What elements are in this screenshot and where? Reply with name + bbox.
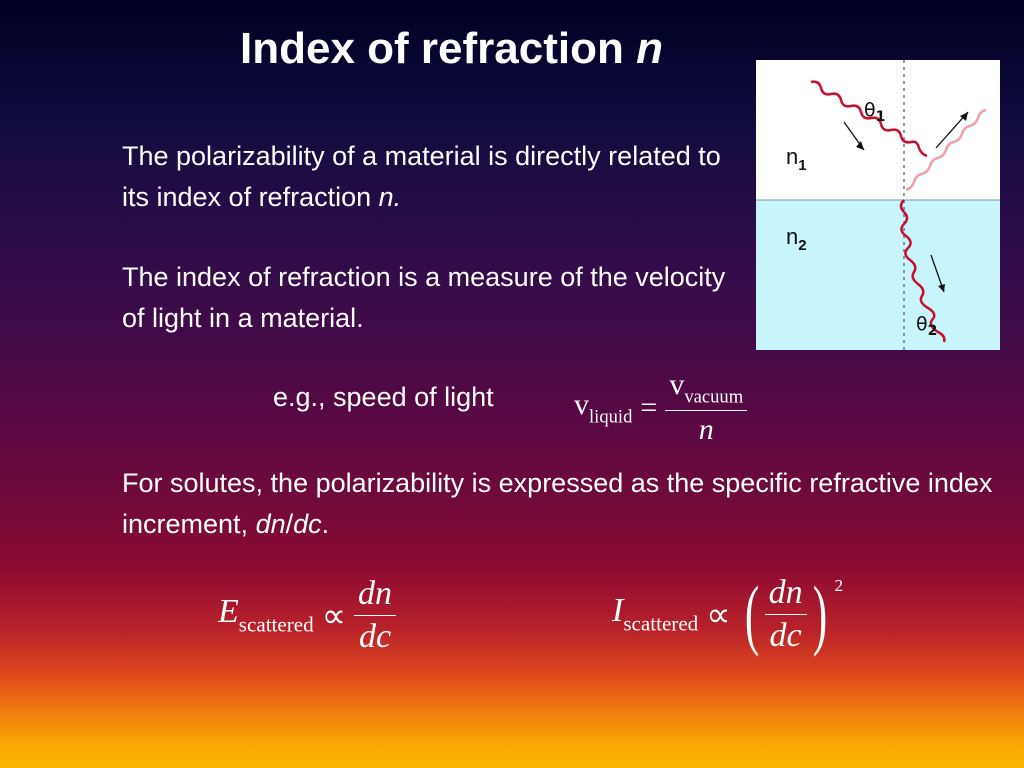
eq1-fraction-bar [665,410,748,412]
medium-1-region [756,60,1000,200]
title-variable: n [636,24,663,73]
incident-arrowhead [856,141,864,150]
n2-symbol: n [786,224,798,249]
scattered-intensity-equation: Iscattered ∝ ( dn dc ) 2 [612,574,843,655]
eq3-numerator: dn [768,574,803,611]
theta2-subscript: 2 [928,323,938,339]
medium-2-region [756,200,1000,350]
eq2-proportional: ∝ [321,597,346,635]
reflected-wave [905,108,987,192]
para1-variable: n [378,182,394,212]
n1-label: n1 [786,144,807,174]
eq1-lhs: vliquid [574,388,632,428]
eq2-lhs: Escattered [218,593,314,637]
eq3-lhs-subscript: scattered [623,611,699,636]
eq3-lhs-symbol: I [612,592,624,630]
para3-slash: / [285,509,294,539]
eq2-lhs-subscript: scattered [238,612,314,637]
eq1-num-subscript: vacuum [684,386,744,408]
paragraph-solutes: For solutes, the polarizability is expre… [122,463,1002,545]
reflected-arrowhead [960,112,968,121]
eq2-fraction: dn dc [353,575,396,656]
title-text: Index of refraction [240,24,637,73]
eq2-fraction-bar [353,615,396,616]
scattered-field-equation: Escattered ∝ dn dc [218,575,396,656]
n1-symbol: n [786,144,798,169]
eq3-denominator: dc [769,617,802,654]
eq2-denominator: dc [358,618,392,655]
theta2-symbol: θ [916,313,928,335]
eq1-lhs-subscript: liquid [589,405,633,427]
theta1-symbol: θ [864,99,876,121]
incident-wave [810,80,928,158]
eq1-numerator: vvacuum [665,368,747,410]
n2-label: n2 [786,224,807,254]
slide-title: Index of refraction n [240,24,760,74]
speed-of-light-equation: vliquid = vvacuum n [574,368,748,447]
refraction-diagram-svg: θ1 n1 n2 θ2 [756,60,1000,350]
eq3-parenthesized: ( dn dc ) 2 [739,570,844,658]
eq3-left-paren: ( [744,570,759,658]
eq2-lhs-symbol: E [218,593,239,631]
eq3-right-paren: ) [812,570,827,658]
para3-period: . [321,509,330,539]
eq2-numerator: dn [357,575,392,612]
paragraph-polarizability: The polarizability of a material is dire… [122,136,742,218]
para3-dc: dc [293,509,322,539]
para1-period: . [393,182,402,212]
refracted-arrowhead [938,284,945,292]
theta1-subscript: 1 [876,109,886,125]
eq3-fraction: dn dc [764,574,807,655]
para3-text: For solutes, the polarizability is expre… [122,468,993,539]
eq1-fraction: vvacuum n [665,368,748,447]
eq1-num-symbol: v [669,368,685,401]
eq3-fraction-bar [764,614,807,615]
theta2-label: θ2 [916,313,937,339]
theta1-label: θ1 [864,99,885,125]
eq3-lhs: Iscattered [612,592,698,636]
eq1-denominator: n [698,413,714,447]
n1-subscript: 1 [798,157,806,174]
eq1-lhs-symbol: v [574,387,589,421]
refraction-diagram: θ1 n1 n2 θ2 [756,60,1000,350]
refracted-wave [899,199,946,343]
para1-text: The polarizability of a material is dire… [122,141,721,212]
eq3-exponent: 2 [834,576,844,595]
n2-subscript: 2 [798,237,806,254]
example-label: e.g., speed of light [273,382,494,412]
para3-dn: dn [255,509,286,539]
eq3-proportional: ∝ [706,596,731,634]
paragraph-velocity: The index of refraction is a measure of … [122,262,726,333]
eq1-equals: = [640,390,658,424]
